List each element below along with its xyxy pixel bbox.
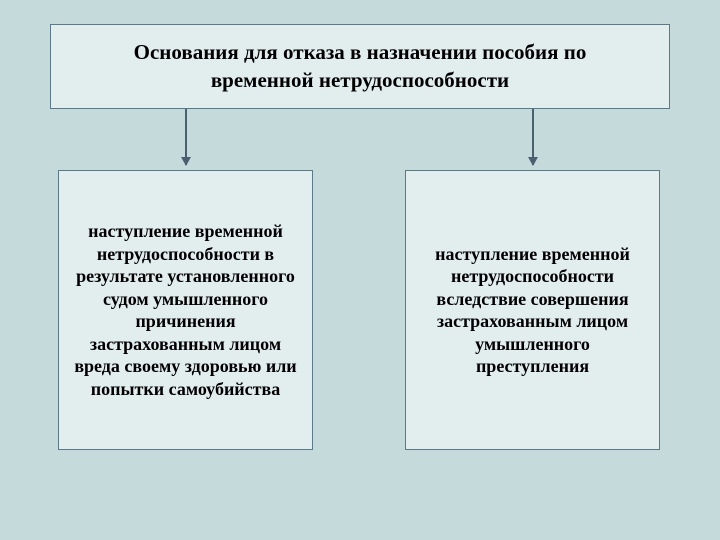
child-text-left: наступление временной нетрудоспособности… bbox=[73, 220, 298, 400]
child-text-right: наступление временной нетрудоспособности… bbox=[420, 243, 645, 378]
child-box-left: наступление временной нетрудоспособности… bbox=[58, 170, 313, 450]
child-box-right: наступление временной нетрудоспособности… bbox=[405, 170, 660, 450]
arrow-right bbox=[532, 109, 534, 165]
header-title: Основания для отказа в назначении пособи… bbox=[81, 39, 639, 94]
arrow-left bbox=[185, 109, 187, 165]
header-box: Основания для отказа в назначении пособи… bbox=[50, 24, 670, 109]
